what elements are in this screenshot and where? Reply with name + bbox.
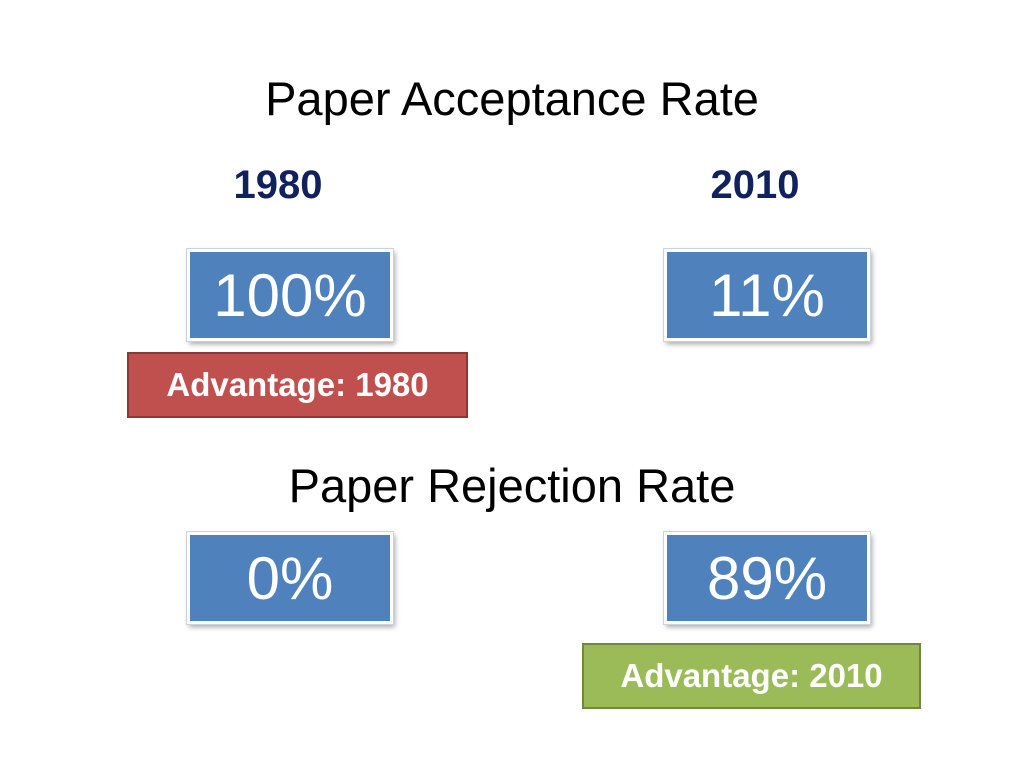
section-title: Paper Rejection Rate: [288, 458, 736, 512]
year-label: 1980: [233, 162, 323, 207]
advantage-badge: Advantage: 2010: [582, 643, 921, 709]
rate-box: 100%: [186, 248, 394, 342]
advantage-badge: Advantage: 1980: [127, 352, 468, 418]
year-label: 2010: [710, 162, 800, 207]
rate-box: 89%: [663, 531, 871, 625]
section-title: Paper Acceptance Rate: [265, 71, 759, 125]
rate-box: 11%: [663, 248, 871, 342]
rate-box: 0%: [186, 531, 394, 625]
